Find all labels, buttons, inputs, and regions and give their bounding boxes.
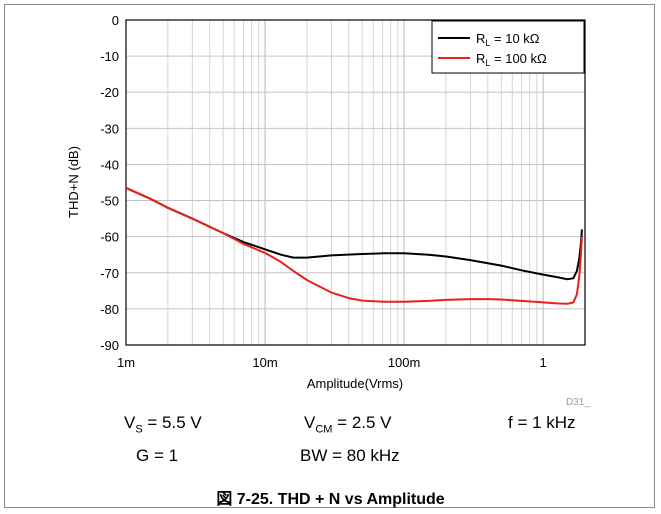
legend-box — [431, 20, 585, 74]
x-tick-labels: 1m 10m 100m 1 — [117, 355, 547, 370]
series-line-rl-100k — [125, 186, 583, 305]
y-tick-label: -60 — [100, 230, 119, 245]
series-lines — [125, 186, 583, 305]
y-tick-label: -20 — [100, 85, 119, 100]
plot-area-frame — [125, 19, 586, 346]
x-axis-label: Amplitude(Vrms) — [307, 376, 403, 391]
x-tick-label: 1 — [540, 355, 547, 370]
condition-vs-rest: = 5.5 V — [142, 413, 202, 432]
condition-bandwidth: BW = 80 kHz — [300, 446, 400, 465]
condition-vs: VS = 5.5 V — [124, 413, 202, 435]
y-tick-label: -10 — [100, 49, 119, 64]
condition-vs-sub: S — [135, 423, 143, 436]
condition-gain: G = 1 — [136, 446, 179, 465]
x-tick-label: 10m — [252, 355, 277, 370]
y-tick-label: -30 — [100, 121, 119, 136]
legend-label-rl-100k: RL = 100 kΩ — [476, 51, 547, 68]
x-tick-label: 100m — [388, 355, 421, 370]
condition-vs-main: V — [124, 413, 136, 432]
series-line-rl-10k — [125, 186, 583, 281]
y-axis-label: THD+N (dB) — [66, 146, 81, 218]
x-tick-label: 1m — [117, 355, 135, 370]
condition-vcm-rest: = 2.5 V — [332, 413, 392, 432]
figure-caption: 図 7-25. THD + N vs Amplitude — [216, 491, 445, 508]
y-tick-label: 0 — [112, 13, 119, 28]
y-tick-label: -70 — [100, 266, 119, 281]
y-tick-label: -90 — [100, 338, 119, 353]
condition-vcm-main: V — [304, 413, 316, 432]
figure-frame — [4, 4, 655, 508]
legend-label-rl-10k: RL = 10 kΩ — [476, 31, 540, 48]
y-tick-label: -40 — [100, 157, 119, 172]
figure-id-watermark: D31_ — [566, 397, 590, 408]
condition-vcm-sub: CM — [315, 423, 333, 436]
y-tick-labels: 0 -10 -20 -30 -40 -50 -60 -70 -80 -90 — [100, 13, 119, 353]
y-tick-label: -80 — [100, 302, 119, 317]
y-tick-label: -50 — [100, 194, 119, 209]
legend: RL = 10 kΩ RL = 100 kΩ — [431, 20, 585, 74]
condition-frequency: f = 1 kHz — [508, 413, 576, 432]
condition-vcm: VCM = 2.5 V — [304, 413, 392, 435]
